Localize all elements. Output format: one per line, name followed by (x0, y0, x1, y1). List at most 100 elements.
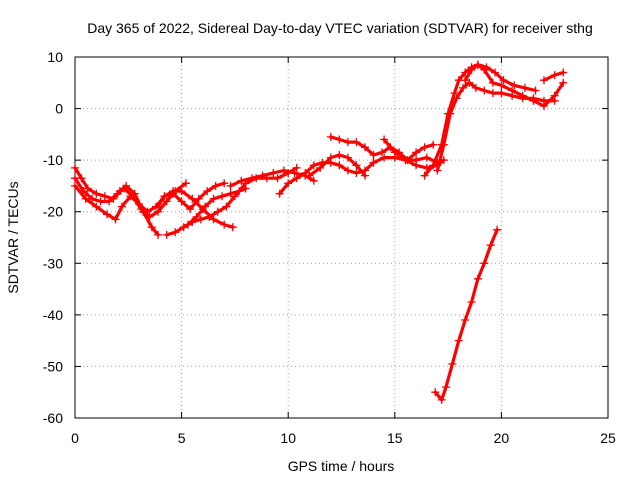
data-points (71, 60, 568, 404)
data-point (196, 215, 205, 224)
data-point (471, 83, 480, 92)
data-point (439, 140, 448, 149)
data-point (145, 212, 154, 221)
data-point (160, 192, 169, 201)
data-point (258, 171, 267, 180)
data-point (335, 151, 344, 159)
series-arc-4 (162, 163, 301, 239)
data-point (450, 89, 459, 98)
data-point (92, 202, 101, 211)
axis-ticks (74, 56, 609, 419)
data-point (461, 316, 470, 324)
data-point (452, 94, 461, 103)
data-point (380, 135, 389, 144)
data-point (488, 89, 497, 98)
data-point (448, 359, 457, 368)
data-point (420, 171, 429, 180)
y-tick-label: -30 (43, 255, 63, 271)
data-point (147, 223, 156, 232)
data-point (194, 194, 203, 203)
data-point (480, 259, 489, 268)
series-arc-5 (184, 184, 250, 229)
series-arc-13 (433, 78, 559, 175)
data-point (218, 192, 227, 201)
data-point (205, 212, 214, 221)
y-tick-label: -10 (43, 152, 63, 168)
data-point (213, 207, 222, 216)
data-point (309, 161, 318, 170)
data-point (412, 148, 421, 157)
data-point (192, 212, 201, 221)
data-point (429, 161, 438, 170)
data-point (237, 176, 246, 185)
series-arc-15 (540, 68, 568, 85)
y-tick-label: -50 (43, 358, 63, 374)
data-point (203, 187, 212, 196)
data-point (241, 184, 250, 193)
x-tick-label: 20 (494, 430, 510, 446)
y-tick-label: -60 (43, 410, 63, 426)
data-point (273, 174, 282, 183)
y-tick-label: 0 (55, 101, 63, 117)
data-point (429, 140, 438, 149)
grid (75, 57, 608, 418)
data-point (343, 166, 352, 175)
series-arc-6 (154, 179, 229, 214)
data-point (499, 76, 508, 85)
series-line (542, 70, 565, 82)
data-point (467, 65, 476, 74)
data-point (380, 153, 389, 162)
data-point (290, 169, 299, 177)
data-point (177, 197, 186, 206)
data-point (71, 181, 79, 190)
data-point (486, 241, 495, 250)
data-point (279, 166, 288, 175)
data-point (442, 383, 450, 392)
data-point (529, 94, 538, 103)
data-point (222, 202, 231, 211)
data-point (352, 169, 361, 177)
data-point (169, 189, 178, 198)
data-point (301, 169, 310, 177)
series-arc-3 (71, 181, 237, 232)
series-arc-8 (275, 153, 442, 198)
data-point (162, 230, 171, 239)
data-point (465, 78, 474, 87)
data-point (143, 207, 152, 216)
data-point (177, 187, 186, 196)
data-point (181, 179, 190, 188)
data-point (309, 176, 318, 185)
data-point (100, 192, 109, 201)
data-point (292, 163, 301, 172)
data-point (209, 194, 218, 203)
data-point (378, 148, 386, 157)
x-tick-label: 0 (71, 430, 79, 446)
chart-title: Day 365 of 2022, Sidereal Day-to-day VTE… (87, 20, 593, 36)
data-point (559, 68, 568, 77)
x-tick-label: 25 (600, 430, 616, 446)
y-axis-label: SDTVAR / TECUs (5, 181, 21, 293)
data-point (113, 189, 122, 198)
data-point (184, 220, 192, 229)
data-point (83, 184, 92, 193)
data-point (491, 68, 499, 77)
data-point (459, 83, 467, 92)
data-point (431, 388, 440, 397)
data-point (508, 91, 517, 100)
data-point (171, 228, 180, 237)
data-point (248, 174, 256, 183)
data-point (209, 215, 218, 224)
series-line (423, 63, 565, 178)
data-point (437, 395, 446, 404)
series-arc-1 (71, 163, 163, 239)
data-point (433, 166, 442, 175)
data-point (162, 197, 171, 206)
series-arc-16 (431, 225, 502, 404)
y-tick-label: 10 (47, 49, 63, 65)
data-point (520, 83, 529, 92)
data-point (422, 153, 431, 162)
data-point (117, 202, 126, 211)
data-point (326, 132, 335, 141)
data-point (211, 181, 220, 190)
